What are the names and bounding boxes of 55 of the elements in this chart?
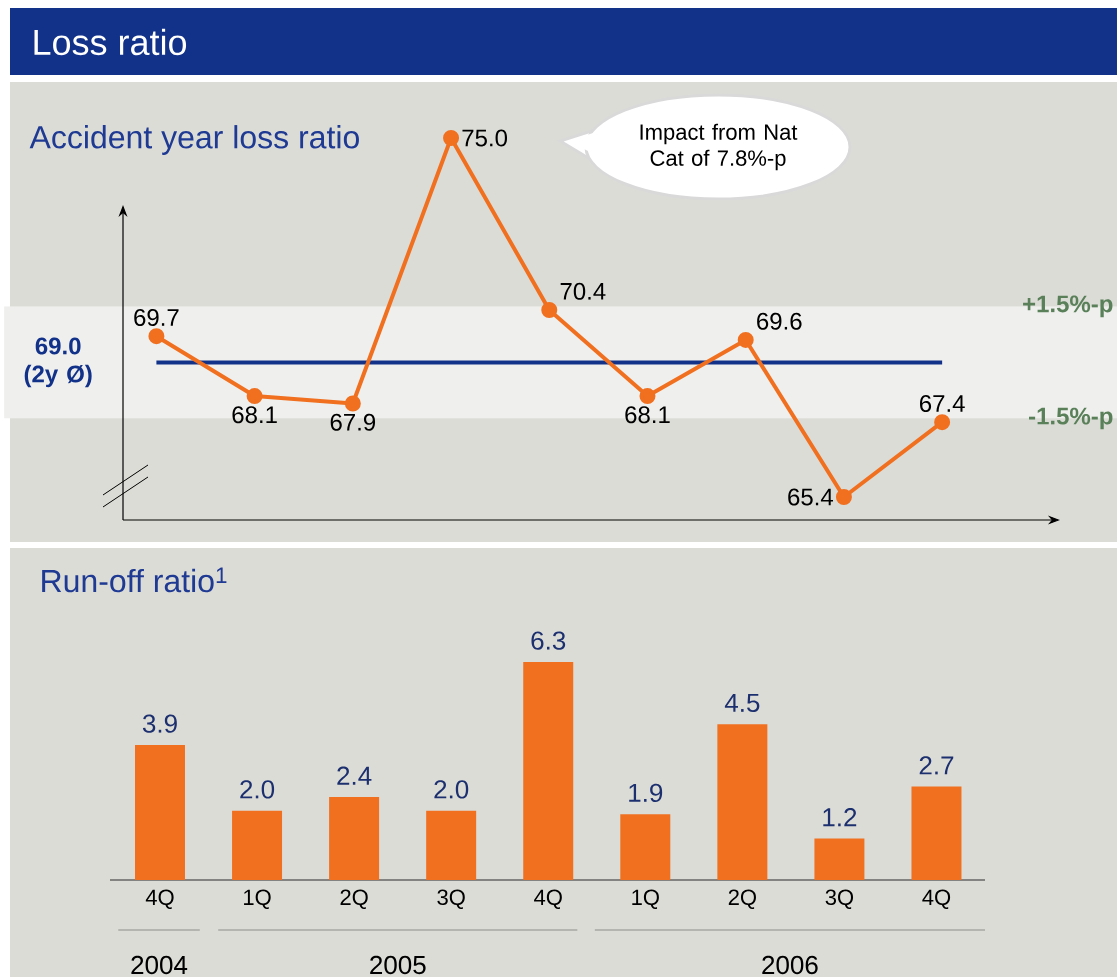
data-label: 68.1 xyxy=(232,406,277,424)
bar xyxy=(814,838,865,880)
data-label: 2.7 xyxy=(919,756,954,775)
point xyxy=(934,414,951,431)
x-tick-label: 4Q xyxy=(145,889,174,910)
data-label: 4.5 xyxy=(724,693,760,713)
data-label: 65.4 xyxy=(788,488,834,506)
x-tick-label: 1Q xyxy=(632,889,659,910)
chart-title: Loss ratio xyxy=(34,28,187,56)
x-tick-label: 4Q xyxy=(534,889,562,910)
data-label: 2.0 xyxy=(434,780,469,799)
point xyxy=(639,388,656,405)
annotation: Impact from Nat Cat of 7.8%-p xyxy=(640,123,798,171)
point xyxy=(835,489,852,506)
point xyxy=(443,129,460,146)
x-tick-label: 2Q xyxy=(728,889,756,910)
annotation: -1.5%-p xyxy=(1029,407,1113,430)
point xyxy=(737,331,754,348)
chart-title: Run-off ratio$^{1}$ xyxy=(42,567,227,593)
data-label: 3.9 xyxy=(142,714,177,733)
data-label: 69.6 xyxy=(757,312,802,330)
x-tick-label: 2Q xyxy=(340,889,368,910)
data-label: 70.4 xyxy=(560,282,606,300)
bar xyxy=(717,724,768,880)
bar xyxy=(329,796,380,880)
point xyxy=(148,328,165,345)
annotation: +1.5%-p xyxy=(1023,295,1113,318)
x-tick-label: 1Q xyxy=(244,889,271,910)
data-label: 75.0 xyxy=(462,129,508,147)
text: 2005 xyxy=(370,955,426,975)
data-label: 2.0 xyxy=(240,780,275,799)
bar xyxy=(232,810,283,880)
ref-line-label: 69.0 (2y Ø) xyxy=(24,337,92,388)
x-tick-label: 4Q xyxy=(922,889,951,910)
bar xyxy=(134,745,185,880)
data-label: 68.1 xyxy=(625,406,670,424)
point xyxy=(344,395,361,412)
data-label: 67.9 xyxy=(330,413,376,431)
bar xyxy=(911,786,962,880)
data-label: 6.3 xyxy=(531,631,566,650)
bar xyxy=(523,661,574,880)
data-label: 67.4 xyxy=(920,395,965,413)
text: 2004 xyxy=(131,955,188,975)
bar xyxy=(620,814,671,880)
data-label: 2.4 xyxy=(337,766,372,785)
x-tick-label: 3Q xyxy=(437,889,465,910)
data-label: 1.2 xyxy=(823,808,857,827)
point xyxy=(541,302,558,319)
data-label: 69.7 xyxy=(134,309,179,326)
chart-subtitle: Accident year loss ratio xyxy=(29,125,359,155)
data-label: 1.9 xyxy=(629,783,663,803)
bar xyxy=(426,810,477,880)
text: 2006 xyxy=(762,955,818,975)
point xyxy=(246,388,263,405)
x-tick-label: 3Q xyxy=(825,889,854,910)
